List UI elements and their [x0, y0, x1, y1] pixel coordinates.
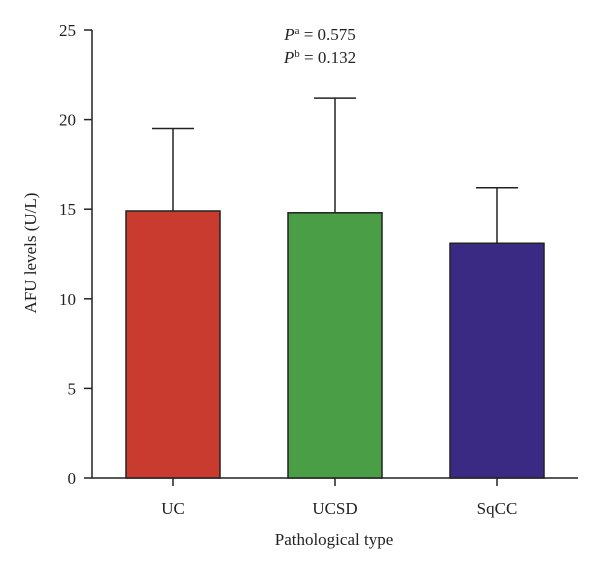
x-tick-label-ucsd: UCSD: [312, 499, 357, 518]
x-axis-ticks: UC UCSD SqCC: [161, 478, 517, 518]
x-axis-label: Pathological type: [275, 530, 394, 549]
p-value-b: = 0.132: [300, 48, 356, 67]
bar-sqcc: [449, 242, 545, 479]
y-tick-label: 25: [59, 21, 76, 40]
x-tick-label-uc: UC: [161, 499, 185, 518]
p-value-annotation-b: Pb = 0.132: [283, 48, 356, 67]
y-axis-label: AFU levels (U/L): [21, 193, 40, 314]
y-axis-ticks: 0 5 10 15 20 25: [59, 21, 92, 488]
bar-ucsd: [287, 212, 383, 479]
y-tick-label: 20: [59, 111, 76, 130]
p-superscript-a: a: [295, 25, 300, 37]
p-symbol-a: P: [283, 25, 294, 44]
y-tick-label: 0: [68, 469, 77, 488]
y-tick-label: 5: [68, 379, 77, 398]
p-value-annotation-a: Pa = 0.575: [283, 25, 356, 44]
x-tick-label-sqcc: SqCC: [477, 499, 518, 518]
p-superscript-b: b: [294, 48, 300, 60]
y-tick-label: 15: [59, 200, 76, 219]
p-value-a: = 0.575: [299, 25, 355, 44]
bar-uc: [125, 210, 221, 479]
bar-series: [125, 97, 545, 479]
p-symbol-b: P: [283, 48, 294, 67]
y-tick-label: 10: [59, 290, 76, 309]
